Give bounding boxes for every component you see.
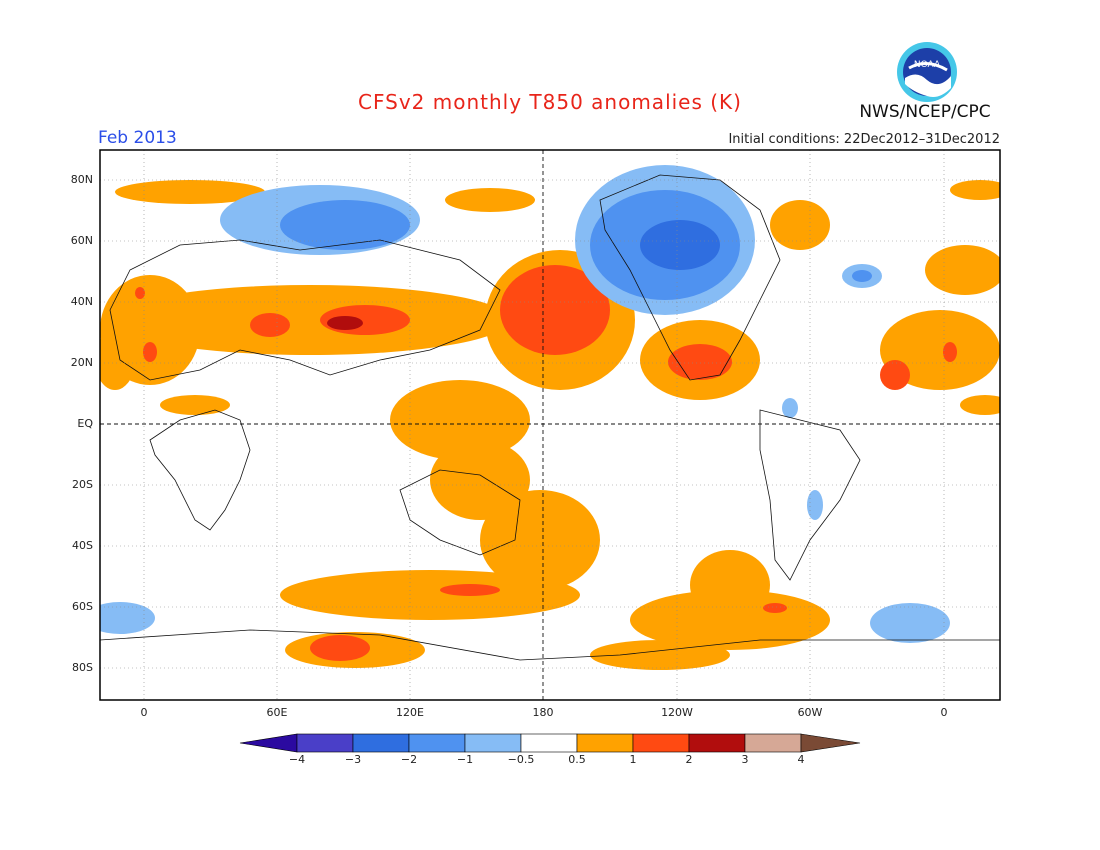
- agency-label: NWS/NCEP/CPC: [859, 102, 991, 122]
- noaa-logo: NOAA: [897, 42, 957, 102]
- lat-label: 80N: [70, 173, 93, 186]
- colorbar-cell-m1-m05: [464, 733, 522, 753]
- colorbar-cell-lt-4: [239, 733, 298, 753]
- colorbar-label: 1: [629, 753, 637, 766]
- coastlines: [100, 174, 1000, 661]
- colorbar-cell-2-3: [688, 733, 746, 753]
- colorbar-cell-m4-m3: [296, 733, 354, 753]
- lon-label: 180: [532, 706, 554, 719]
- colorbar: [239, 733, 861, 753]
- colorbar-label: 3: [741, 753, 749, 766]
- colorbar-label: 2: [685, 753, 693, 766]
- strong-warm-regions: [135, 265, 957, 661]
- initial-conditions: Initial conditions: 22Dec2012–31Dec2012: [728, 132, 1000, 147]
- very-strong-warm-regions: [327, 316, 363, 330]
- lat-label: 20S: [72, 478, 93, 491]
- lon-label: 60W: [797, 706, 823, 719]
- lon-label: 0: [940, 706, 948, 719]
- colorbar-label: 4: [797, 753, 805, 766]
- colorbar-cell-m3-m2: [352, 733, 410, 753]
- colorbar-label: −0.5: [507, 753, 535, 766]
- colorbar-cell-1-2: [632, 733, 690, 753]
- lat-label: EQ: [77, 417, 93, 430]
- lat-label: 40S: [72, 539, 93, 552]
- lat-label: 80S: [72, 661, 93, 674]
- lon-label: 120E: [396, 706, 424, 719]
- lon-label: 60E: [266, 706, 288, 719]
- lat-label: 60S: [72, 600, 93, 613]
- lat-label: 60N: [70, 234, 93, 247]
- colorbar-cell-3-4: [744, 733, 802, 753]
- lon-label: 120W: [661, 706, 693, 719]
- colorbar-label: −2: [400, 753, 418, 766]
- colorbar-label: −1: [456, 753, 474, 766]
- lon-label: 0: [140, 706, 148, 719]
- map-frame: [99, 149, 1001, 701]
- strongest-cool-regions: [640, 220, 720, 270]
- colorbar-cell-gt-4: [800, 733, 861, 753]
- equator-dateline: [100, 150, 1000, 700]
- colorbar-cell-m2-m1: [408, 733, 466, 753]
- forecast-month: Feb 2013: [98, 128, 177, 148]
- lat-label: 20N: [70, 356, 93, 369]
- chart-title: CFSv2 monthly T850 anomalies (K): [358, 90, 742, 114]
- colorbar-cell-05-1: [576, 733, 634, 753]
- colorbar-cell-neutral: [520, 733, 578, 753]
- colorbar-label: 0.5: [568, 753, 586, 766]
- lat-label: 40N: [70, 295, 93, 308]
- colorbar-label: −4: [288, 753, 306, 766]
- colorbar-label: −3: [344, 753, 362, 766]
- logo-text: NOAA: [914, 60, 941, 70]
